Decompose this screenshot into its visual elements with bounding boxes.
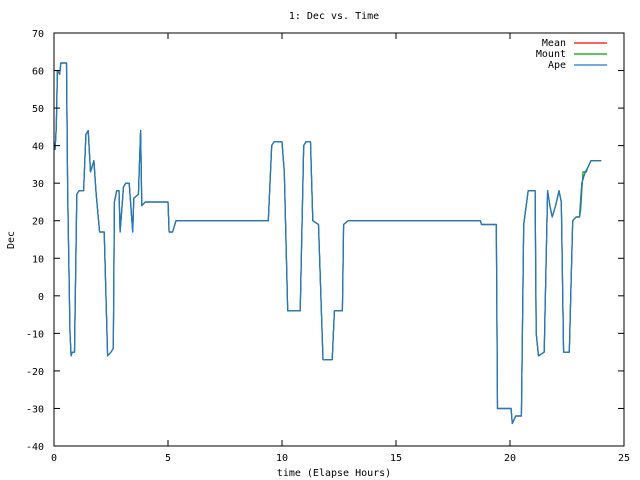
y-tick-label: -40 xyxy=(26,442,44,453)
y-tick-label: 20 xyxy=(32,217,44,228)
plot-frame xyxy=(53,32,625,447)
x-tick-label: 10 xyxy=(276,453,288,464)
y-tick-label: -10 xyxy=(26,329,44,340)
x-tick-label: 5 xyxy=(165,453,171,464)
series-line-ape xyxy=(54,62,602,425)
legend-label-mean: Mean xyxy=(542,38,566,49)
legend-label-mount: Mount xyxy=(536,49,566,60)
y-axis-label: Dec xyxy=(6,231,17,249)
chart-title: 1: Dec vs. Time xyxy=(289,11,379,22)
y-tick-label: 70 xyxy=(32,29,44,40)
series-line-mean xyxy=(54,62,602,425)
series-line-mount xyxy=(54,62,602,425)
x-tick-label: 15 xyxy=(390,453,402,464)
y-tick-label: 60 xyxy=(32,67,44,78)
x-axis-label: time (Elapse Hours) xyxy=(277,468,391,479)
y-tick-label: -30 xyxy=(26,404,44,415)
x-tick-label: 25 xyxy=(618,453,630,464)
y-tick-label: -20 xyxy=(26,367,44,378)
y-tick-label: 40 xyxy=(32,142,44,153)
series-layer xyxy=(54,62,602,425)
tick-layer: 0 5 10 15 20 25 -40 -30 -20 -10 0 10 20 30 40 50 60 70 xyxy=(26,29,630,464)
legend-label-ape: Ape xyxy=(548,60,566,71)
y-tick-label: 50 xyxy=(32,104,44,115)
y-tick-label: 10 xyxy=(32,254,44,265)
y-tick-label: 0 xyxy=(38,292,44,303)
x-tick-label: 0 xyxy=(51,453,57,464)
y-tick-label: 30 xyxy=(32,179,44,190)
x-tick-label: 20 xyxy=(504,453,516,464)
